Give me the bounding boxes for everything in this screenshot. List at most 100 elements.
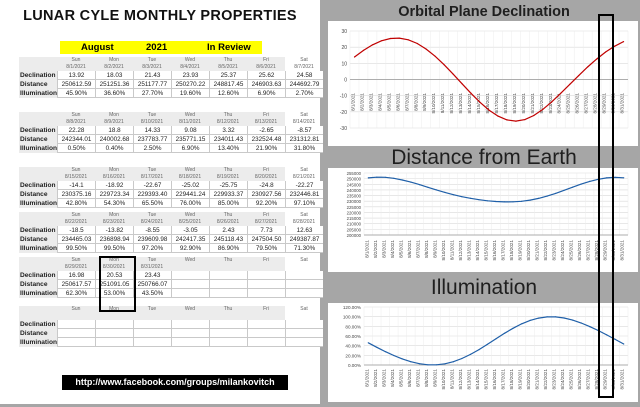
- distance-cell[interactable]: 231312.81: [285, 135, 323, 144]
- illumination-cell[interactable]: 54.30%: [95, 199, 133, 208]
- illumination-cell[interactable]: 42.80%: [57, 199, 95, 208]
- declination-cell[interactable]: -18.5: [57, 226, 95, 235]
- distance-cell[interactable]: 229441.24: [171, 190, 209, 199]
- distance-cell[interactable]: 250612.59: [57, 80, 95, 89]
- distance-cell[interactable]: [285, 280, 323, 289]
- declination-cell[interactable]: 18.8: [95, 126, 133, 135]
- illumination-cell[interactable]: 13.40%: [209, 144, 247, 153]
- distance-cell[interactable]: 248817.45: [209, 80, 247, 89]
- declination-cell[interactable]: -22.67: [133, 181, 171, 190]
- distance-cell[interactable]: 245118.43: [209, 235, 247, 244]
- distance-cell[interactable]: 250270.22: [171, 80, 209, 89]
- distance-cell[interactable]: 249387.87: [285, 235, 323, 244]
- declination-cell[interactable]: [209, 271, 247, 280]
- declination-cell[interactable]: [133, 320, 171, 329]
- illumination-cell[interactable]: [133, 338, 171, 347]
- distance-cell[interactable]: 239609.98: [133, 235, 171, 244]
- distance-cell[interactable]: 242344.01: [57, 135, 95, 144]
- illumination-cell[interactable]: 6.90%: [247, 89, 285, 98]
- declination-cell[interactable]: -8.55: [133, 226, 171, 235]
- declination-cell[interactable]: [95, 320, 133, 329]
- distance-cell[interactable]: 234011.43: [209, 135, 247, 144]
- distance-cell[interactable]: [247, 280, 285, 289]
- distance-cell[interactable]: 251091.05: [95, 280, 133, 289]
- declination-cell[interactable]: -18.92: [95, 181, 133, 190]
- month-label[interactable]: August: [60, 41, 142, 54]
- declination-cell[interactable]: 13.92: [57, 71, 95, 80]
- distance-cell[interactable]: [209, 329, 247, 338]
- illumination-cell[interactable]: [209, 338, 247, 347]
- illumination-cell[interactable]: 99.50%: [57, 244, 95, 253]
- distance-cell[interactable]: [171, 329, 209, 338]
- illumination-cell[interactable]: 31.80%: [285, 144, 323, 153]
- declination-cell[interactable]: -25.02: [171, 181, 209, 190]
- declination-cell[interactable]: -22.27: [285, 181, 323, 190]
- year-label[interactable]: 2021: [142, 41, 202, 54]
- declination-cell[interactable]: 23.43: [133, 271, 171, 280]
- declination-cell[interactable]: 20.53: [95, 271, 133, 280]
- illumination-cell[interactable]: [57, 338, 95, 347]
- illumination-cell[interactable]: 53.00%: [95, 289, 133, 298]
- illumination-cell[interactable]: 92.20%: [247, 199, 285, 208]
- declination-cell[interactable]: [285, 271, 323, 280]
- illumination-cell[interactable]: 79.50%: [247, 244, 285, 253]
- illumination-cell[interactable]: 62.30%: [57, 289, 95, 298]
- illumination-cell[interactable]: 92.90%: [171, 244, 209, 253]
- distance-cell[interactable]: 236898.94: [95, 235, 133, 244]
- declination-cell[interactable]: -3.05: [171, 226, 209, 235]
- declination-cell[interactable]: [209, 320, 247, 329]
- illumination-cell[interactable]: 65.50%: [133, 199, 171, 208]
- distance-cell[interactable]: [95, 329, 133, 338]
- distance-cell[interactable]: 251251.36: [95, 80, 133, 89]
- declination-cell[interactable]: -13.82: [95, 226, 133, 235]
- illumination-cell[interactable]: [247, 338, 285, 347]
- declination-cell[interactable]: [171, 271, 209, 280]
- distance-cell[interactable]: 251177.77: [133, 80, 171, 89]
- illumination-cell[interactable]: [285, 289, 323, 298]
- distance-cell[interactable]: 237783.77: [133, 135, 171, 144]
- distance-cell[interactable]: 229933.37: [209, 190, 247, 199]
- illumination-cell[interactable]: 0.50%: [57, 144, 95, 153]
- distance-cell[interactable]: 244692.79: [285, 80, 323, 89]
- distance-cell[interactable]: 232446.81: [285, 190, 323, 199]
- distance-cell[interactable]: 240002.68: [95, 135, 133, 144]
- declination-cell[interactable]: 25.62: [247, 71, 285, 80]
- illumination-cell[interactable]: [247, 289, 285, 298]
- illumination-cell[interactable]: [285, 338, 323, 347]
- illumination-cell[interactable]: 12.60%: [209, 89, 247, 98]
- distance-cell[interactable]: 246903.63: [247, 80, 285, 89]
- declination-cell[interactable]: 14.33: [133, 126, 171, 135]
- declination-cell[interactable]: -24.8: [247, 181, 285, 190]
- declination-cell[interactable]: 24.58: [285, 71, 323, 80]
- illumination-cell[interactable]: [95, 338, 133, 347]
- distance-cell[interactable]: 234465.03: [57, 235, 95, 244]
- illumination-cell[interactable]: [209, 289, 247, 298]
- distance-cell[interactable]: [133, 329, 171, 338]
- declination-cell[interactable]: 3.32: [209, 126, 247, 135]
- distance-cell[interactable]: [285, 329, 323, 338]
- declination-cell[interactable]: [171, 320, 209, 329]
- facebook-link[interactable]: http://www.facebook.com/groups/milankovi…: [62, 375, 288, 390]
- illumination-cell[interactable]: 85.00%: [209, 199, 247, 208]
- illumination-cell[interactable]: 2.70%: [285, 89, 323, 98]
- illumination-cell[interactable]: 99.50%: [95, 244, 133, 253]
- distance-cell[interactable]: [57, 329, 95, 338]
- declination-cell[interactable]: -25.75: [209, 181, 247, 190]
- distance-cell[interactable]: 230375.16: [57, 190, 95, 199]
- distance-cell[interactable]: [209, 280, 247, 289]
- distance-cell[interactable]: 229393.40: [133, 190, 171, 199]
- distance-cell[interactable]: 230927.56: [247, 190, 285, 199]
- distance-cell[interactable]: 247504.50: [247, 235, 285, 244]
- declination-cell[interactable]: [285, 320, 323, 329]
- distance-cell[interactable]: 235771.15: [171, 135, 209, 144]
- declination-cell[interactable]: 18.03: [95, 71, 133, 80]
- illumination-cell[interactable]: 71.30%: [285, 244, 323, 253]
- declination-cell[interactable]: 16.98: [57, 271, 95, 280]
- illumination-cell[interactable]: 27.70%: [133, 89, 171, 98]
- declination-cell[interactable]: 22.28: [57, 126, 95, 135]
- illumination-cell[interactable]: 86.90%: [209, 244, 247, 253]
- illumination-cell[interactable]: 19.60%: [171, 89, 209, 98]
- illumination-cell[interactable]: [171, 289, 209, 298]
- declination-cell[interactable]: 21.43: [133, 71, 171, 80]
- declination-cell[interactable]: 25.37: [209, 71, 247, 80]
